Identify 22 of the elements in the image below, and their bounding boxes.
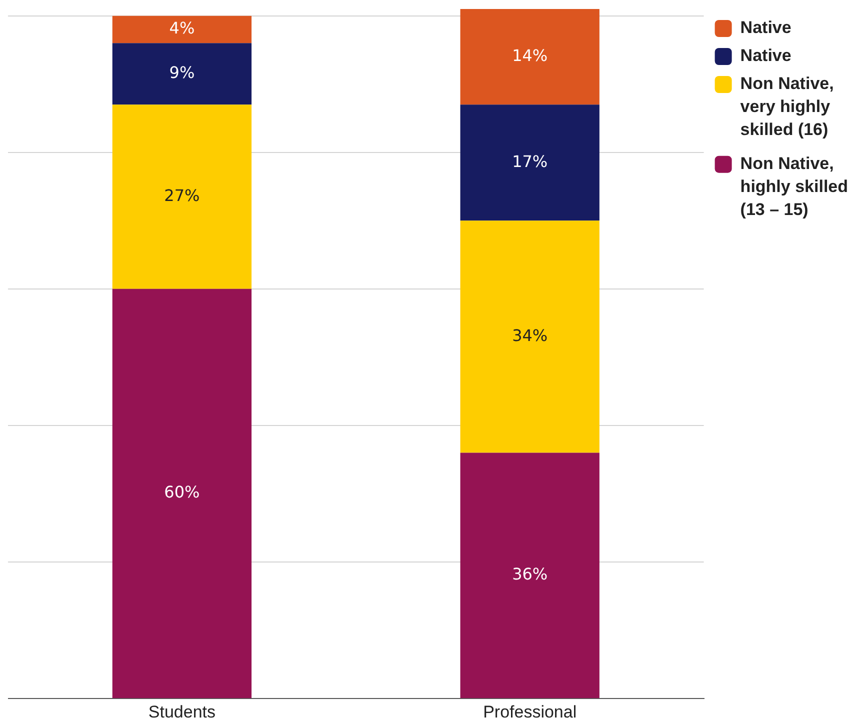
bar (112, 16, 252, 44)
data-label: 14% (512, 46, 548, 65)
bar (460, 104, 600, 221)
data-label: 17% (512, 152, 548, 171)
data-label: 9% (169, 63, 195, 82)
x-tick-label: Students (148, 702, 216, 722)
legend-label: Native (740, 18, 792, 38)
x-tick-label: Professional (483, 702, 577, 722)
bar (460, 220, 600, 453)
legend-label: Non Native, highly skilled (13 – 15) (740, 154, 848, 219)
data-label: 34% (512, 326, 548, 345)
bar (460, 9, 600, 105)
legend-label: Non Native, very highly skilled (16) (740, 74, 834, 140)
bar (460, 452, 600, 698)
data-label: 4% (169, 18, 195, 38)
bar (112, 288, 252, 698)
bar (112, 104, 252, 289)
bar (112, 43, 252, 105)
data-label: 60% (164, 482, 200, 502)
legend-label: Native (740, 46, 792, 66)
data-label: 36% (512, 564, 548, 584)
data-label: 27% (164, 186, 200, 205)
